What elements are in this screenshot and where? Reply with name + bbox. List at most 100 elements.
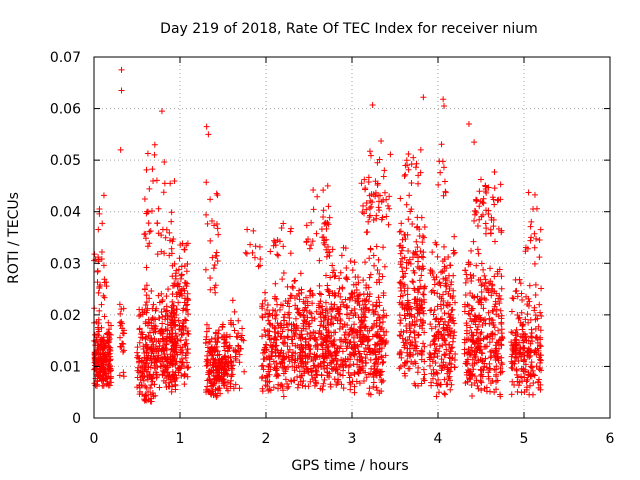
data-point bbox=[463, 327, 470, 334]
data-point bbox=[327, 351, 334, 358]
data-point bbox=[372, 193, 379, 200]
data-point bbox=[272, 293, 279, 300]
data-point bbox=[149, 375, 156, 382]
data-point bbox=[280, 220, 287, 227]
data-point bbox=[300, 363, 307, 370]
data-point bbox=[279, 302, 286, 309]
data-point bbox=[148, 320, 155, 327]
data-point bbox=[333, 350, 340, 357]
data-point bbox=[270, 384, 277, 391]
data-point bbox=[279, 276, 286, 283]
data-point bbox=[447, 314, 454, 321]
data-point bbox=[417, 169, 424, 176]
data-point bbox=[104, 356, 111, 363]
data-point bbox=[158, 248, 165, 255]
data-point bbox=[235, 330, 242, 337]
data-point bbox=[397, 261, 404, 268]
data-point bbox=[339, 284, 346, 291]
data-point bbox=[345, 363, 352, 370]
data-points bbox=[91, 66, 545, 405]
data-point bbox=[346, 374, 353, 381]
data-point bbox=[346, 339, 353, 346]
data-point bbox=[472, 313, 479, 320]
data-point bbox=[445, 331, 452, 338]
data-point bbox=[378, 376, 385, 383]
data-point bbox=[98, 248, 105, 255]
data-point bbox=[280, 387, 287, 394]
y-tick-label: 0.01 bbox=[50, 359, 81, 375]
data-point bbox=[285, 354, 292, 361]
data-point bbox=[213, 373, 220, 380]
data-point bbox=[240, 337, 247, 344]
data-point bbox=[407, 303, 414, 310]
data-point bbox=[430, 311, 437, 318]
data-point bbox=[288, 225, 295, 232]
data-point bbox=[373, 243, 380, 250]
data-point bbox=[143, 349, 150, 356]
data-point bbox=[522, 248, 529, 255]
data-point bbox=[181, 299, 188, 306]
data-point bbox=[353, 329, 360, 336]
data-point bbox=[331, 341, 338, 348]
data-point bbox=[220, 365, 227, 372]
data-point bbox=[272, 280, 279, 287]
data-point bbox=[247, 241, 254, 248]
data-point bbox=[303, 238, 310, 245]
data-point bbox=[491, 389, 498, 396]
data-point bbox=[257, 256, 264, 263]
data-point bbox=[382, 340, 389, 347]
data-point bbox=[279, 356, 286, 363]
data-point bbox=[273, 373, 280, 380]
data-point bbox=[378, 324, 385, 331]
data-point bbox=[156, 338, 163, 345]
data-point bbox=[431, 350, 438, 357]
data-point bbox=[215, 385, 222, 392]
data-point bbox=[498, 285, 505, 292]
data-point bbox=[215, 231, 222, 238]
data-point bbox=[223, 385, 230, 392]
data-point bbox=[184, 261, 191, 268]
data-point bbox=[365, 284, 372, 291]
data-point bbox=[428, 325, 435, 332]
data-point bbox=[399, 274, 406, 281]
data-point bbox=[472, 208, 479, 215]
data-point bbox=[100, 262, 107, 269]
data-point bbox=[143, 292, 150, 299]
data-point bbox=[380, 358, 387, 365]
data-point bbox=[531, 230, 538, 237]
data-point bbox=[447, 262, 454, 269]
data-point bbox=[380, 328, 387, 335]
data-point bbox=[235, 343, 242, 350]
data-point bbox=[171, 260, 178, 267]
data-point bbox=[318, 364, 325, 371]
data-point bbox=[328, 313, 335, 320]
data-point bbox=[103, 330, 110, 337]
data-point bbox=[264, 373, 271, 380]
data-point bbox=[418, 253, 425, 260]
data-point bbox=[356, 334, 363, 341]
data-point bbox=[277, 324, 284, 331]
data-point bbox=[526, 391, 533, 398]
data-point bbox=[403, 259, 410, 266]
data-point bbox=[448, 307, 455, 314]
data-point bbox=[421, 377, 428, 384]
data-point bbox=[183, 359, 190, 366]
data-point bbox=[428, 382, 435, 389]
data-point bbox=[323, 272, 330, 279]
data-point bbox=[420, 291, 427, 298]
data-point bbox=[486, 315, 493, 322]
data-point bbox=[440, 164, 447, 171]
data-point bbox=[531, 191, 538, 198]
data-point bbox=[379, 273, 386, 280]
data-point bbox=[317, 340, 324, 347]
data-point bbox=[527, 382, 534, 389]
data-point bbox=[361, 348, 368, 355]
data-point bbox=[265, 353, 272, 360]
data-point bbox=[487, 265, 494, 272]
data-point bbox=[323, 246, 330, 253]
data-point bbox=[526, 354, 533, 361]
data-point bbox=[441, 310, 448, 317]
data-point bbox=[160, 377, 167, 384]
data-point bbox=[430, 338, 437, 345]
data-point bbox=[421, 224, 428, 231]
